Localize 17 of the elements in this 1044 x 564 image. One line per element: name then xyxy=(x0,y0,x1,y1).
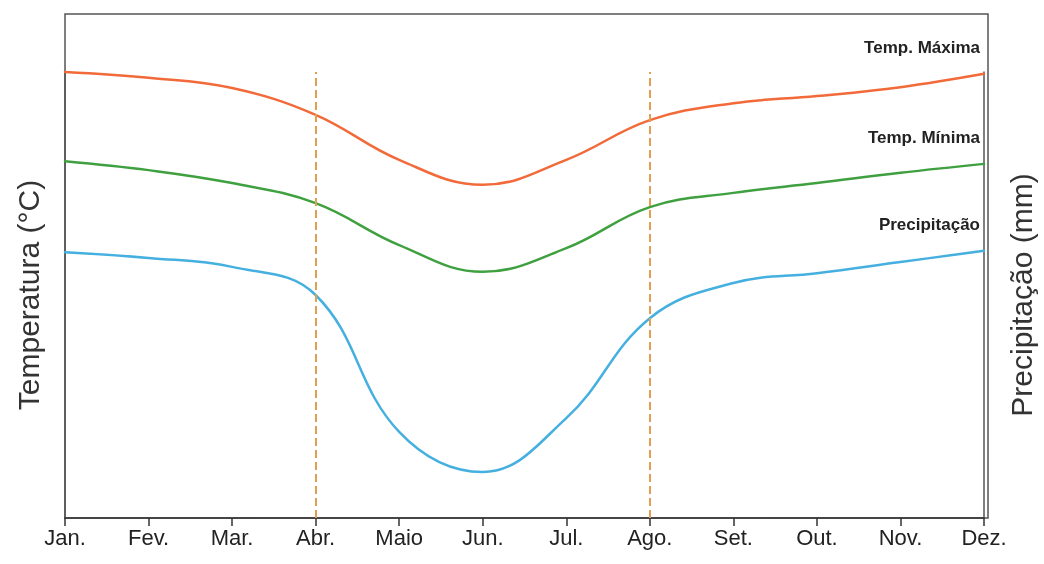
x-tick-label: Mar. xyxy=(210,524,254,550)
series-label: Precipitação xyxy=(878,215,980,235)
x-tick-label: Jan. xyxy=(44,524,86,550)
x-tick-label: Out. xyxy=(796,524,838,550)
x-tick-label: Set. xyxy=(713,524,753,550)
series-label: Temp. Mínima xyxy=(867,128,981,148)
x-tick-label: Fev. xyxy=(127,524,170,550)
x-tick-label: Jun. xyxy=(461,524,504,550)
x-tick-label: Ago. xyxy=(627,524,673,550)
x-tick-label: Jul. xyxy=(549,524,584,550)
y-axis-title: Temperatura (°C) xyxy=(11,179,45,411)
y2-axis-title: Precipitação (mm) xyxy=(1004,173,1038,417)
x-tick-label: Dez. xyxy=(961,524,1007,550)
x-tick-label: Abr. xyxy=(296,524,336,550)
x-tick-label: Nov. xyxy=(878,524,923,550)
x-tick-label: Maio xyxy=(375,524,424,550)
series-label: Temp. Máxima xyxy=(864,38,981,58)
